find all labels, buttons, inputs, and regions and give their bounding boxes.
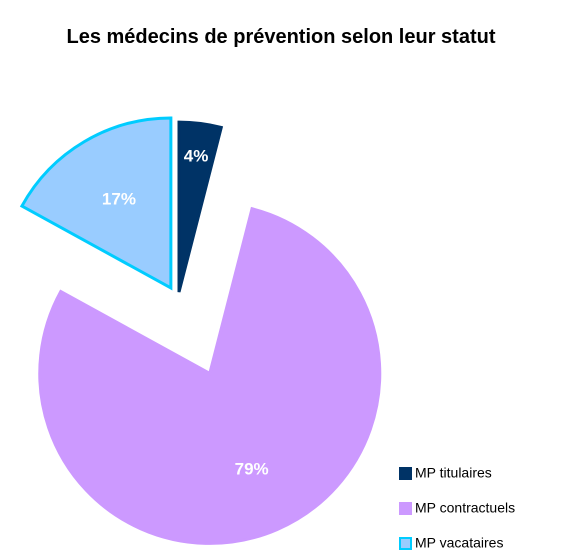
- legend-swatch: [399, 467, 412, 480]
- pie-slice: [177, 120, 224, 293]
- legend-label: MP titulaires: [415, 465, 492, 481]
- pie-slice: [38, 206, 382, 545]
- pie-slice: [19, 116, 173, 291]
- chart-title: Les médecins de prévention selon leur st…: [66, 26, 496, 48]
- data-label: 79%: [235, 460, 269, 479]
- data-label: 17%: [102, 190, 136, 209]
- legend-label: MP vacataires: [415, 535, 503, 550]
- legend-label: MP contractuels: [415, 500, 515, 516]
- legend-swatch: [399, 537, 412, 550]
- data-label: 4%: [184, 147, 209, 166]
- legend-swatch: [399, 502, 412, 515]
